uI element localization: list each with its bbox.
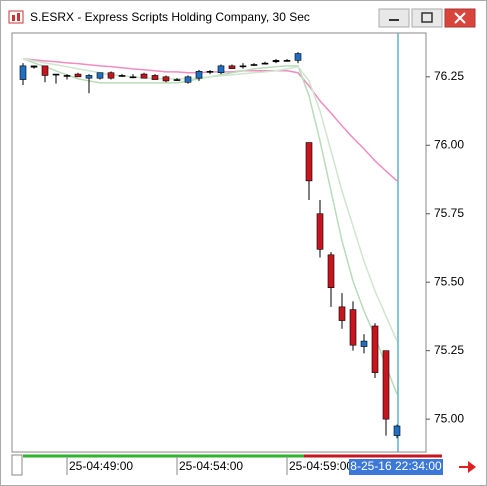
- y-tick-label: 75.00: [434, 411, 464, 425]
- candle-body: [349, 309, 357, 346]
- candle-body: [393, 425, 401, 436]
- scroll-handle[interactable]: [11, 454, 23, 476]
- y-tick-label: 75.25: [434, 343, 464, 357]
- plot-area: [11, 32, 427, 453]
- app-icon: [8, 10, 24, 24]
- candle-body: [283, 60, 291, 62]
- candle-body: [228, 65, 236, 69]
- candle-body: [74, 73, 82, 78]
- candle-body: [294, 53, 302, 61]
- candle-body: [327, 254, 335, 288]
- candle-body: [96, 72, 104, 79]
- candle-body: [217, 65, 225, 74]
- candle-body: [338, 306, 346, 321]
- candle-body: [151, 75, 159, 80]
- close-icon: [454, 12, 466, 24]
- scroll-arrow[interactable]: [459, 461, 476, 473]
- y-tick-label: 75.50: [434, 274, 464, 288]
- y-tick-label: 76.25: [434, 69, 464, 83]
- candle-body: [360, 340, 368, 347]
- moving-average-line: [22, 58, 398, 342]
- candle-body: [140, 73, 148, 79]
- candle-body: [239, 65, 247, 68]
- window-title: S.ESRX - Express Scripts Holding Company…: [30, 10, 310, 24]
- candle-body: [162, 76, 170, 82]
- candle-body: [173, 79, 181, 81]
- cursor-label: 8-25-16 22:34:00: [350, 459, 442, 473]
- candle-body: [382, 350, 390, 420]
- x-tick-label: 25-04:59:00: [289, 459, 353, 473]
- candle-body: [52, 73, 60, 76]
- candle-body: [41, 65, 49, 76]
- candle-body: [129, 76, 137, 79]
- y-tick-label: 76.00: [434, 137, 464, 151]
- cursor-label-box: [349, 459, 443, 475]
- candle-body: [261, 62, 269, 65]
- y-tick-label: 75.75: [434, 206, 464, 220]
- candle-body: [63, 75, 71, 77]
- app-icon-bar: [17, 13, 20, 21]
- candle-body: [195, 71, 203, 79]
- x-tick-label: 25-04:49:00: [69, 459, 133, 473]
- candle-body: [206, 71, 214, 73]
- candle-body: [19, 65, 27, 80]
- candle-body: [184, 76, 192, 83]
- app-icon-bar: [12, 15, 15, 21]
- maximize-button[interactable]: [411, 8, 443, 28]
- candle-body: [305, 142, 313, 182]
- candle-body: [30, 65, 38, 68]
- candle-body: [107, 72, 115, 79]
- candle-body: [316, 213, 324, 250]
- candle-body: [85, 75, 93, 79]
- maximize-icon: [421, 12, 433, 23]
- x-tick-label: 25-04:54:00: [179, 459, 243, 473]
- candle-body: [272, 60, 280, 63]
- candle-body: [118, 75, 126, 77]
- candle-body: [250, 64, 258, 66]
- candle-body: [371, 325, 379, 373]
- minimize-button[interactable]: [378, 8, 410, 28]
